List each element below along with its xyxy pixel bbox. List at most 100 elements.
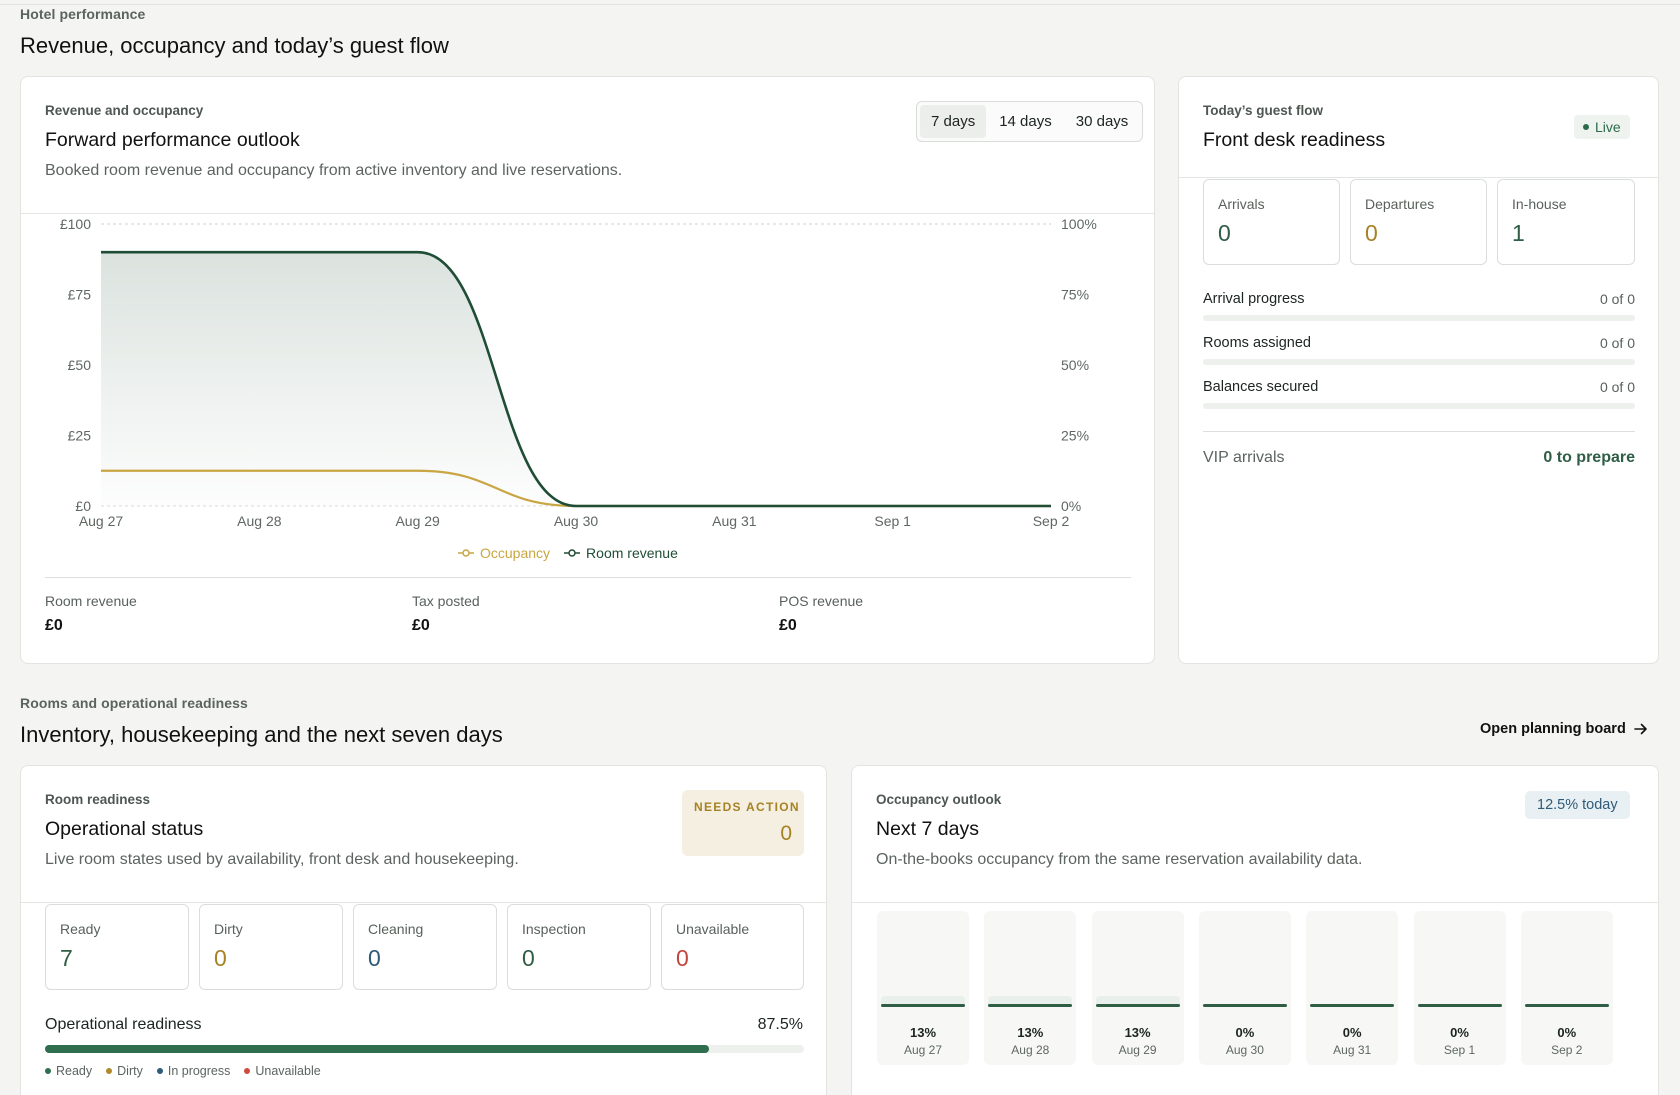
stat-value: £0 (412, 617, 430, 634)
occupancy-bar-fill (1417, 1004, 1502, 1007)
arrow-right-icon (1634, 723, 1647, 735)
occupancy-percent: 13% (909, 1025, 937, 1040)
card-title: Front desk readiness (1203, 129, 1386, 151)
count-value: 0 (1218, 220, 1231, 246)
state-inspection[interactable]: Inspection 0 (507, 904, 651, 990)
progress-value: 0 of 0 (1599, 379, 1635, 395)
unavailable-dot-icon (244, 1068, 251, 1074)
y-right-tick-label: 0% (1061, 498, 1081, 514)
balances-secured-progress: Balances secured 0 of 0 (1203, 379, 1635, 411)
progress-label: Balances secured (1203, 379, 1319, 395)
state-dirty[interactable]: Dirty 0 (199, 904, 343, 990)
rooms-assigned-progress: Rooms assigned 0 of 0 (1203, 335, 1635, 367)
arrivals-count[interactable]: Arrivals 0 (1203, 179, 1340, 265)
divider (1179, 177, 1658, 178)
occupancy-legend-icon (458, 549, 474, 557)
progress-track (1203, 315, 1635, 321)
legend-occupancy-label: Occupancy (480, 545, 551, 561)
progress-label: Rooms assigned (1203, 335, 1311, 351)
occupancy-day-bar[interactable]: 13% Aug 28 (984, 911, 1077, 1065)
card-eyebrow: Occupancy outlook (876, 792, 1002, 807)
range-30-days[interactable]: 30 days (1075, 113, 1129, 130)
card-eyebrow: Revenue and occupancy (45, 103, 204, 118)
occupancy-day-label: Aug 28 (1011, 1043, 1050, 1057)
occupancy-day-label: Aug 31 (1333, 1043, 1372, 1057)
legend-unavailable: Unavailable (244, 1064, 321, 1078)
occupancy-day-bar[interactable]: 0% Sep 1 (1413, 911, 1506, 1065)
x-tick-label: Aug 27 (79, 513, 124, 529)
occupancy-bar-fill (881, 1004, 965, 1007)
legend-label: Dirty (117, 1064, 143, 1078)
revenue-legend-icon (564, 549, 581, 557)
card-description: Booked room revenue and occupancy from a… (45, 162, 623, 179)
divider (1203, 431, 1635, 432)
x-tick-label: Aug 30 (554, 513, 599, 529)
state-label: Unavailable (676, 921, 750, 937)
readiness-legend: Ready Dirty In progress Unavailable (45, 1064, 321, 1078)
rooms-section-title: Inventory, housekeeping and the next sev… (20, 722, 503, 747)
state-value: 0 (368, 945, 381, 971)
range-14-days[interactable]: 14 days (999, 113, 1052, 130)
needs-action-label: NEEDS ACTION (694, 800, 800, 814)
occupancy-percent: 13% (1124, 1025, 1151, 1040)
state-label: Dirty (214, 921, 243, 937)
stat-room-revenue: Room revenue £0 (45, 593, 137, 635)
stat-tax-posted: Tax posted £0 (412, 593, 480, 635)
state-value: 0 (522, 945, 535, 971)
state-ready[interactable]: Ready 7 (45, 904, 189, 990)
x-tick-label: Sep 2 (1033, 513, 1070, 529)
card-eyebrow: Room readiness (45, 792, 151, 807)
progress-track (1203, 359, 1635, 365)
legend-occupancy[interactable]: Occupancy (458, 545, 550, 561)
open-planning-board-link[interactable]: Open planning board (1480, 721, 1648, 737)
divider (21, 213, 1154, 214)
today-occupancy-badge: 12.5% today (1525, 791, 1630, 819)
occupancy-day-bar[interactable]: 0% Sep 2 (1520, 911, 1613, 1065)
x-tick-label: Aug 29 (395, 513, 440, 529)
x-tick-label: Aug 28 (237, 513, 282, 529)
card-title: Forward performance outlook (45, 129, 300, 151)
occupancy-bar-fill (988, 1004, 1073, 1007)
x-tick-label: Sep 1 (874, 513, 911, 529)
state-value: 7 (60, 945, 73, 971)
occupancy-day-bar[interactable]: 0% Aug 30 (1198, 911, 1291, 1065)
revenue-occupancy-chart: £0 £25 £50 £75 £100 0% 25% 50% 75% 100% Aug 27 Aug … (60, 216, 1097, 529)
stat-value: £0 (45, 617, 63, 634)
card-title: Operational status (45, 818, 204, 840)
ready-dot-icon (45, 1068, 51, 1074)
occupancy-day-bar[interactable]: 13% Aug 27 (877, 911, 969, 1065)
progress-value: 0 of 0 (1599, 335, 1635, 351)
top-divider (0, 4, 1680, 5)
needs-action-badge[interactable]: NEEDS ACTION 0 (682, 790, 804, 856)
state-cleaning[interactable]: Cleaning 0 (353, 904, 497, 990)
legend-in-progress: In progress (156, 1064, 230, 1078)
card-description: On-the-books occupancy from the same res… (876, 851, 1363, 868)
occupancy-day-label: Sep 1 (1443, 1043, 1476, 1057)
stat-label: Room revenue (45, 593, 137, 609)
occupancy-day-bar[interactable]: 13% Aug 29 (1091, 911, 1184, 1065)
state-unavailable[interactable]: Unavailable 0 (661, 904, 804, 990)
readiness-value: 87.5% (757, 1016, 803, 1033)
occupancy-day-bar[interactable]: 0% Aug 31 (1306, 911, 1399, 1065)
range-7-days[interactable]: 7 days (920, 105, 987, 138)
occupancy-percent: 0% (1557, 1025, 1577, 1040)
occupancy-day-label: Aug 29 (1118, 1043, 1157, 1057)
room-revenue-area (101, 252, 1051, 506)
chart-legend: Occupancy Room revenue (458, 545, 678, 561)
live-badge: Live (1574, 115, 1630, 139)
y-right-tick-label: 50% (1061, 357, 1089, 373)
in-progress-dot-icon (156, 1068, 163, 1074)
legend-room-revenue[interactable]: Room revenue (564, 545, 678, 561)
departures-count[interactable]: Departures 0 (1350, 179, 1487, 265)
in-house-count[interactable]: In-house 1 (1497, 179, 1635, 265)
progress-track (1203, 403, 1635, 409)
y-left-tick-label: £0 (75, 498, 91, 514)
state-value: 0 (676, 945, 689, 971)
occupancy-bar-background (881, 996, 965, 1007)
count-label: In-house (1512, 196, 1567, 212)
state-label: Ready (60, 921, 101, 937)
y-left-tick-label: £100 (60, 216, 91, 232)
state-label: Inspection (522, 921, 586, 937)
vip-arrivals-value[interactable]: 0 to prepare (1543, 449, 1635, 466)
stat-label: Tax posted (412, 593, 480, 609)
